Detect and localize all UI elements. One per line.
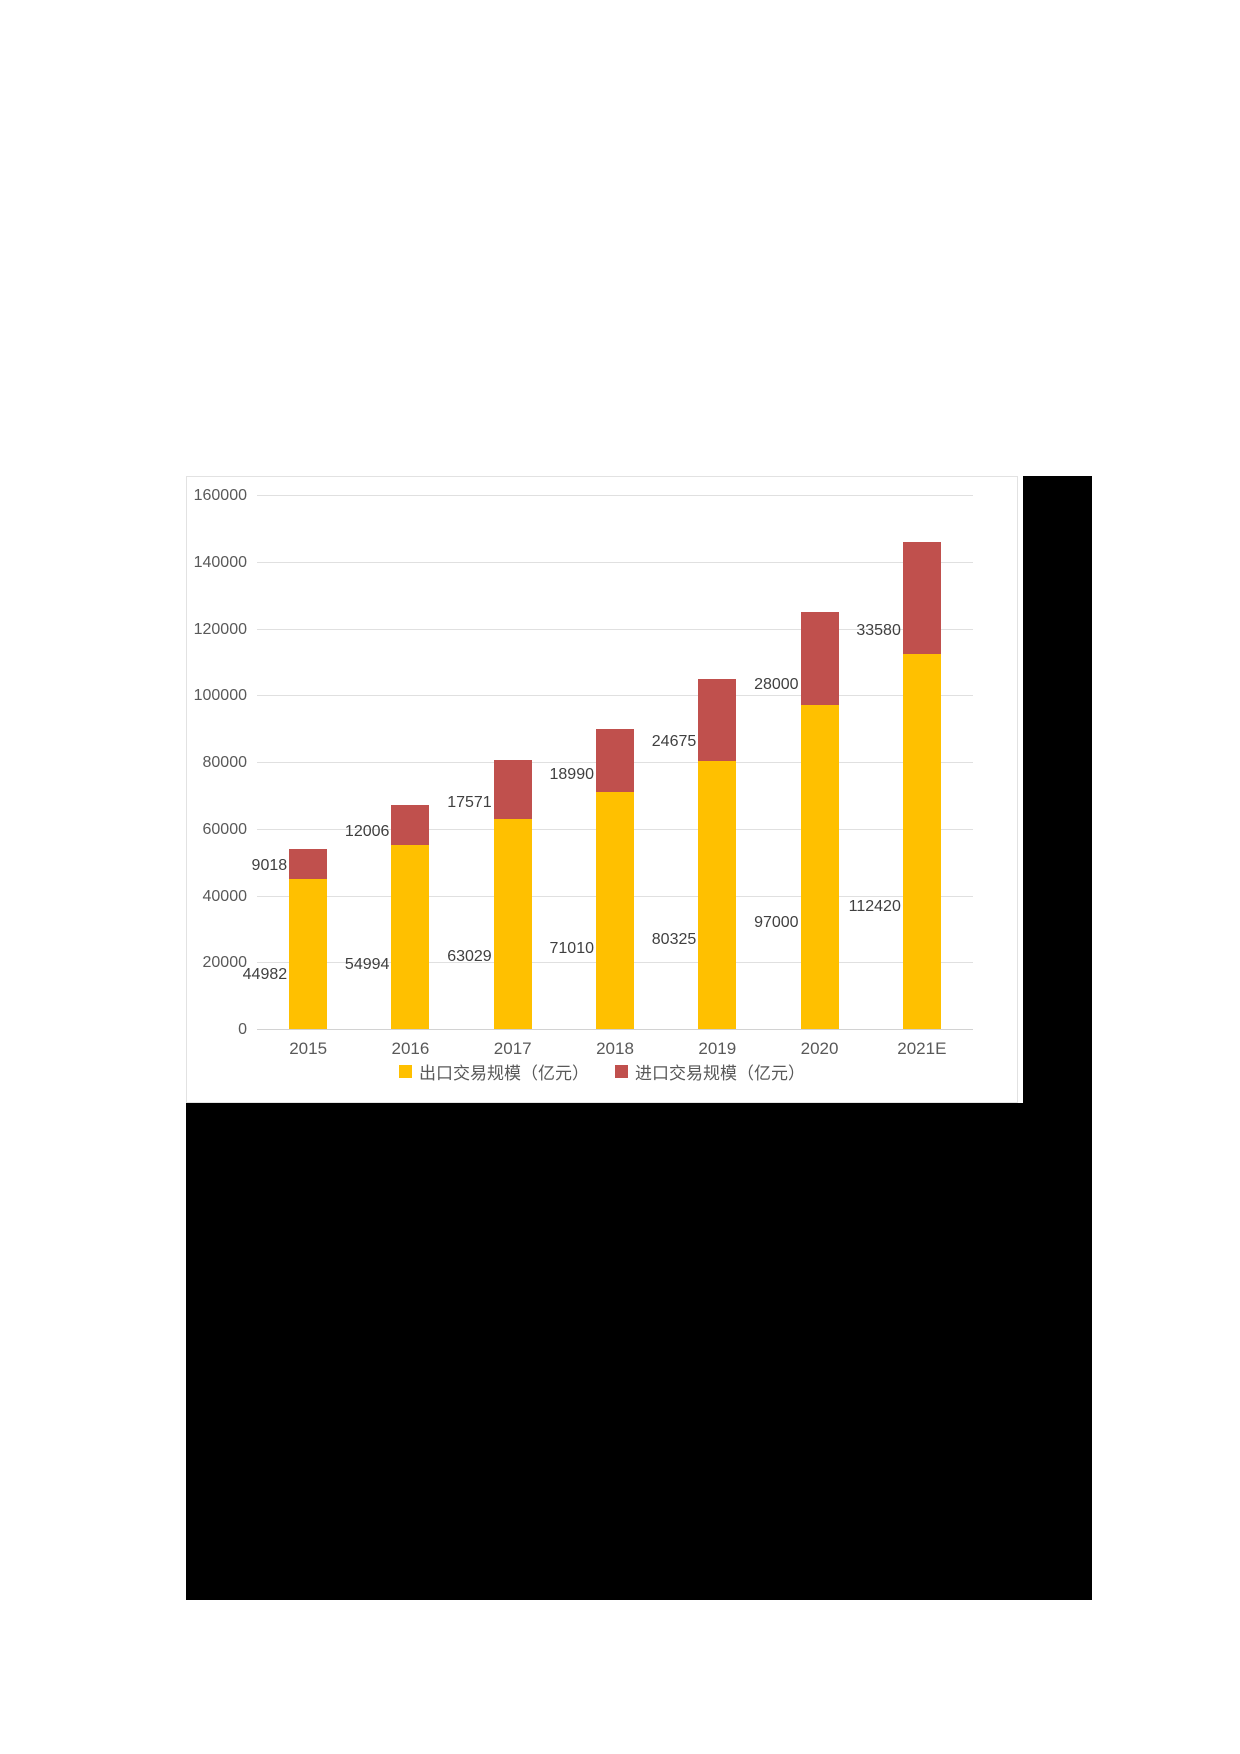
legend-label: 出口交易规模（亿元） [419,1064,589,1083]
bar-value-label-import: 33580 [856,622,901,640]
y-axis-tick-label: 40000 [202,887,248,905]
gridline: 160000 [194,487,973,504]
bar-series-container: 44982 9018 2015 54994 12006 2016 63029 17571 201… [243,495,973,1058]
legend-item[interactable]: 出口交易规模（亿元） [399,1059,589,1084]
gridline: 120000 [194,621,973,638]
bar-group[interactable]: 71010 18990 2018 [550,728,634,1058]
bar-segment-import[interactable] [800,611,839,706]
bar-value-label-import: 17571 [447,793,492,811]
gridline: 100000 [194,687,973,704]
bar-group[interactable]: 112420 33580 2021E [849,541,946,1058]
legend-swatch-import-icon [615,1065,628,1078]
bar-group[interactable]: 54994 12006 2016 [345,805,430,1058]
y-axis-tick-label: 120000 [193,620,247,638]
chart-legend: 出口交易规模（亿元） 进口交易规模（亿元） [187,1059,1017,1084]
bar-value-label-import: 28000 [754,676,799,694]
y-axis-tick-label: 140000 [193,553,247,571]
legend-swatch-export-icon [399,1065,412,1078]
plot-area: 160000 140000 120000 100000 80000 60000 40000 2… [194,487,973,1058]
chart-panel: 160000 140000 120000 100000 80000 60000 40000 2… [186,476,1018,1103]
bar-segment-import[interactable] [596,728,634,793]
bar-segment-import[interactable] [391,805,430,846]
redaction-overlay-right [1023,476,1092,1103]
bar-segment-import[interactable] [493,760,532,819]
y-axis-tick-label: 80000 [202,754,248,771]
bar-segment-export[interactable] [596,792,634,1029]
x-axis-tick-label: 2017 [493,1039,532,1058]
bar-value-label-import: 18990 [549,766,595,784]
bar-value-label-import: 12006 [344,822,390,840]
y-axis-tick-label: 100000 [193,687,247,705]
bar-segment-export[interactable] [800,705,839,1029]
bar-segment-import[interactable] [289,848,328,879]
bar-value-label-export: 71010 [549,939,595,957]
legend-label: 进口交易规模（亿元） [635,1064,805,1083]
x-axis-tick-label: 2019 [698,1039,737,1058]
bar-group[interactable]: 97000 28000 2020 [754,611,839,1058]
y-axis-tick-label: 60000 [202,820,248,838]
bar-segment-export[interactable] [902,653,941,1029]
bar-segment-import[interactable] [902,541,941,654]
x-axis-line: 0 [238,1021,973,1038]
bar-value-label-import: 24675 [651,733,697,751]
x-axis-tick-label: 2016 [391,1039,430,1058]
bar-group[interactable]: 44982 9018 2015 [243,848,328,1058]
bar-segment-export[interactable] [289,878,328,1029]
bar-segment-export[interactable] [698,760,737,1029]
y-axis-tick-label: 160000 [193,487,247,504]
bar-value-label-export: 112420 [848,898,901,916]
bar-segment-export[interactable] [493,818,532,1029]
bar-value-label-export: 63029 [447,947,492,965]
bar-segment-import[interactable] [698,678,737,761]
gridline: 140000 [194,554,973,571]
bar-segment-export[interactable] [391,845,430,1029]
bar-group[interactable]: 80325 24675 2019 [652,678,737,1058]
bar-value-label-import: 9018 [251,857,288,875]
legend-item[interactable]: 进口交易规模（亿元） [615,1059,805,1084]
bar-value-label-export: 97000 [754,913,799,931]
y-axis-tick-label: 0 [238,1021,247,1038]
bar-group[interactable]: 63029 17571 2017 [447,760,532,1058]
bar-value-label-export: 54994 [344,955,390,973]
x-axis-tick-label: 2015 [289,1039,328,1058]
redaction-overlay-main [186,1103,1092,1600]
x-axis-tick-label: 2020 [800,1039,839,1058]
x-axis-tick-label: 2021E [897,1039,947,1058]
x-axis-tick-label: 2018 [596,1039,634,1058]
bar-value-label-export: 44982 [242,965,288,983]
bar-value-label-export: 80325 [651,930,697,948]
y-axis-tick-label: 20000 [202,954,248,972]
